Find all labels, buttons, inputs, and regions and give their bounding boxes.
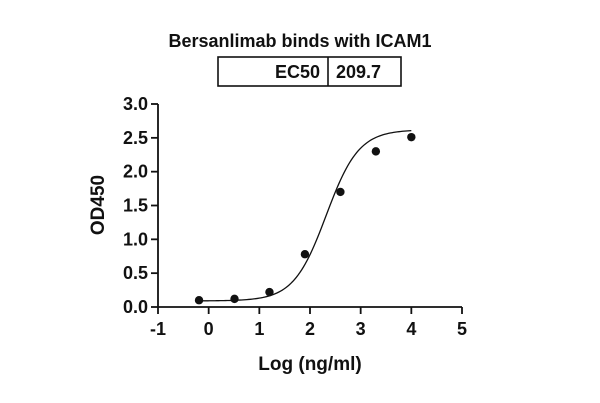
chart-title: Bersanlimab binds with ICAM1 <box>168 31 431 51</box>
data-point <box>230 294 239 304</box>
x-tick-label: -1 <box>150 319 166 339</box>
y-tick-label: 0.0 <box>123 297 148 317</box>
y-axis-label: OD450 <box>88 175 109 235</box>
x-tick-label: 5 <box>457 319 467 339</box>
axes: 0.0 0.5 1.0 1.5 2.0 2.5 3.0 -1 0 1 2 3 4 5 <box>123 94 467 339</box>
x-axis-label: Log (ng/ml) <box>258 354 361 375</box>
ec50-table: EC50 209.7 <box>217 56 402 87</box>
y-tick-label: 3.0 <box>123 94 148 114</box>
data-point <box>407 132 416 142</box>
ec50-label: EC50 <box>275 62 320 82</box>
y-tick-label: 1.5 <box>123 196 148 216</box>
data-point <box>265 287 274 297</box>
ec50-value: 209.7 <box>336 62 381 82</box>
y-tick-label: 2.0 <box>123 162 148 182</box>
x-tick-label: 3 <box>356 319 366 339</box>
data-points <box>194 132 416 305</box>
data-point <box>194 296 204 305</box>
y-tick-label: 2.5 <box>123 128 148 148</box>
x-tick-label: 0 <box>204 319 214 339</box>
data-point <box>300 250 310 259</box>
fit-curve <box>199 129 412 302</box>
y-tick-label: 0.5 <box>123 263 148 283</box>
x-tick-label: 4 <box>406 319 416 339</box>
x-tick-label: 1 <box>254 319 264 339</box>
data-point <box>371 147 381 156</box>
data-point <box>336 187 345 197</box>
y-tick-label: 1.0 <box>123 229 148 249</box>
x-tick-label: 2 <box>305 319 315 339</box>
